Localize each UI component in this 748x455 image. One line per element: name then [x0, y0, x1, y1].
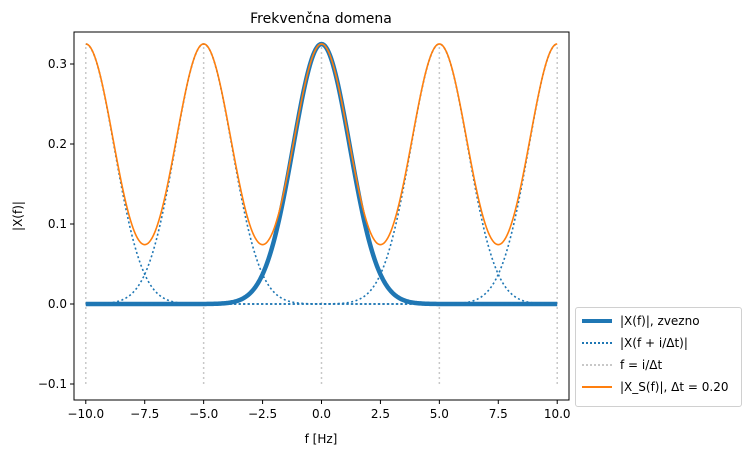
plot-area [85, 41, 558, 384]
legend-item-sampling-lines: f = i/Δt [576, 354, 741, 376]
y-tick-label: −0.1 [38, 377, 67, 391]
y-tick-label: 0.0 [48, 297, 67, 311]
x-tick-label: −7.5 [130, 407, 159, 421]
series-sampled-line [85, 43, 558, 246]
y-axis-label: |X(f)| [11, 201, 25, 231]
legend-swatch-sampling-lines [582, 360, 612, 370]
legend: |X(f)|, zvezno |X(f + i/Δt)| f = i/Δt |X… [575, 307, 742, 407]
y-tick-label: 0.3 [48, 57, 67, 71]
chart-title: Frekvenčna domena [250, 11, 392, 27]
series-shifted-line [85, 43, 558, 305]
x-tick-label: 0.0 [312, 407, 331, 421]
legend-label-continuous: |X(f)|, zvezno [620, 314, 700, 328]
x-tick-label: 2.5 [371, 407, 390, 421]
legend-label-sampled: |X_S(f)|, Δt = 0.20 [620, 380, 729, 394]
legend-label-sampling-lines: f = i/Δt [620, 358, 663, 372]
legend-item-continuous: |X(f)|, zvezno [576, 310, 741, 332]
x-axis: −10.0 −7.5 −5.0 −2.5 0.0 2.5 5.0 7.5 10.0 [67, 400, 571, 421]
legend-swatch-shifted [582, 338, 612, 348]
legend-item-sampled: |X_S(f)|, Δt = 0.20 [576, 376, 741, 398]
y-tick-label: 0.1 [48, 217, 67, 231]
legend-swatch-sampled [582, 382, 612, 392]
legend-item-shifted: |X(f + i/Δt)| [576, 332, 741, 354]
x-tick-label: 10.0 [544, 407, 571, 421]
x-tick-label: −5.0 [189, 407, 218, 421]
x-tick-label: −2.5 [248, 407, 277, 421]
x-tick-label: 5.0 [430, 407, 449, 421]
x-tick-label: 7.5 [489, 407, 508, 421]
legend-label-shifted: |X(f + i/Δt)| [620, 336, 688, 350]
x-tick-label: −10.0 [67, 407, 104, 421]
legend-swatch-continuous [582, 316, 612, 326]
y-tick-label: 0.2 [48, 137, 67, 151]
y-axis: −0.1 0.0 0.1 0.2 0.3 [38, 57, 74, 391]
x-axis-label: f [Hz] [305, 432, 338, 446]
